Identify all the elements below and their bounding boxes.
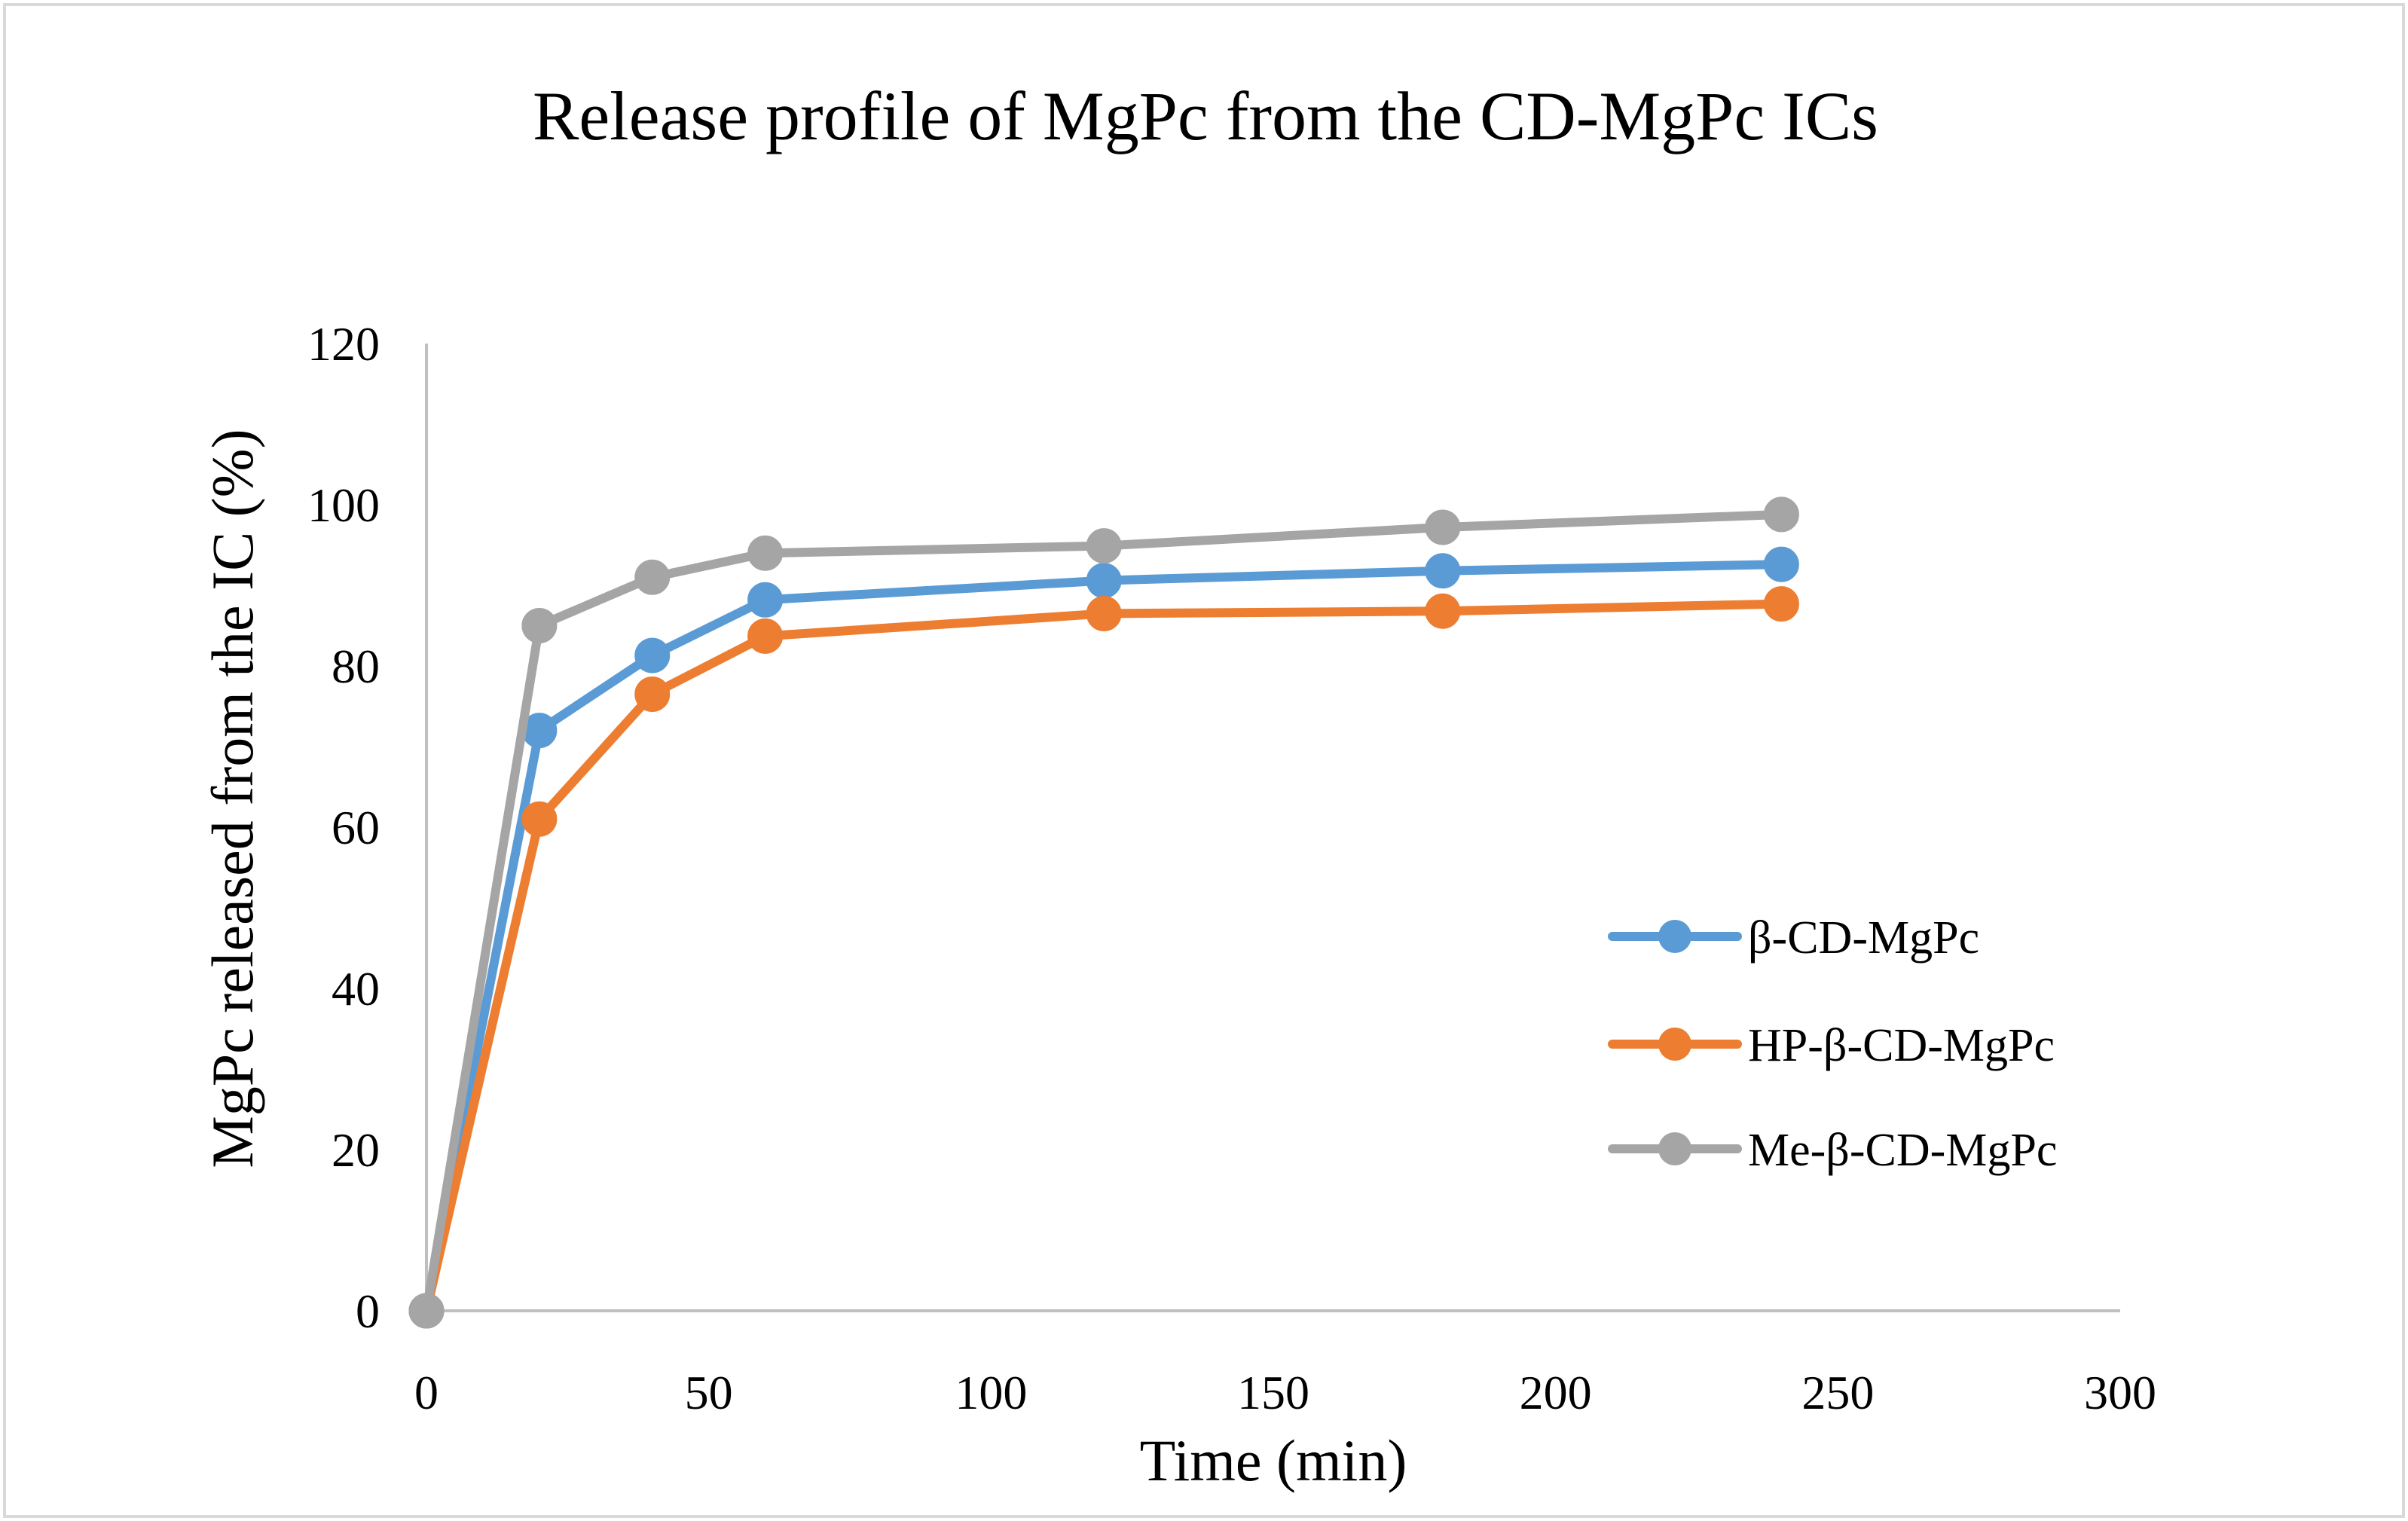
legend-swatch-marker xyxy=(1658,1132,1691,1165)
data-point xyxy=(521,608,558,643)
y-tick-label: 80 xyxy=(332,640,380,693)
data-point xyxy=(634,559,671,595)
x-tick-label: 100 xyxy=(955,1366,1027,1419)
data-point xyxy=(521,801,558,837)
legend-label: β-CD-MgPc xyxy=(1748,912,1979,964)
y-tick-label: 100 xyxy=(307,478,380,532)
data-point xyxy=(634,676,671,712)
legend: β-CD-MgPc HP-β-CD-MgPc Me-β-CD-MgPc xyxy=(1608,912,2057,1176)
data-point xyxy=(634,637,671,673)
x-tick-label: 150 xyxy=(1237,1366,1309,1419)
x-axis-title: Time (min) xyxy=(1140,1428,1407,1493)
data-point xyxy=(408,1293,445,1329)
chart-frame xyxy=(3,3,2405,1518)
x-tick-label: 0 xyxy=(414,1366,439,1419)
x-tick-label: 200 xyxy=(1520,1366,1592,1419)
legend-item: β-CD-MgPc xyxy=(1608,912,1979,964)
legend-item: HP-β-CD-MgPc xyxy=(1608,1020,2055,1071)
data-point xyxy=(1425,509,1461,545)
y-tick-label: 120 xyxy=(307,317,380,371)
x-tick-label: 300 xyxy=(2084,1366,2156,1419)
data-point xyxy=(1086,528,1122,564)
axes: 0 50 100 150 200 250 300 0 20 40 60 80 100 120 xyxy=(307,317,2156,1419)
data-point xyxy=(747,535,784,571)
legend-label: HP-β-CD-MgPc xyxy=(1748,1020,2055,1071)
data-point xyxy=(747,582,784,618)
y-tick-label: 20 xyxy=(332,1123,380,1177)
data-point xyxy=(1425,553,1461,589)
legend-swatch-marker xyxy=(1658,920,1691,953)
series-layer xyxy=(408,496,1799,1329)
y-tick-label: 60 xyxy=(332,801,380,854)
data-point xyxy=(1763,496,1799,533)
x-tick-label: 50 xyxy=(685,1366,733,1419)
data-point xyxy=(1425,593,1461,629)
data-point xyxy=(1086,595,1122,631)
series-3 xyxy=(408,496,1799,1329)
chart-title: Release profile of MgPc from the CD-MgPc… xyxy=(533,78,1878,154)
y-tick-label: 40 xyxy=(332,962,380,1016)
legend-swatch-marker xyxy=(1658,1028,1691,1061)
y-axis-title: MgPc released from the IC (%) xyxy=(200,429,265,1168)
data-point xyxy=(1763,546,1799,582)
y-tick-label: 0 xyxy=(356,1284,380,1338)
x-tick-label: 250 xyxy=(1801,1366,1874,1419)
legend-label: Me-β-CD-MgPc xyxy=(1748,1125,2057,1176)
legend-item: Me-β-CD-MgPc xyxy=(1608,1125,2057,1176)
data-point xyxy=(747,618,784,654)
data-point xyxy=(1086,563,1122,599)
data-point xyxy=(1763,586,1799,622)
